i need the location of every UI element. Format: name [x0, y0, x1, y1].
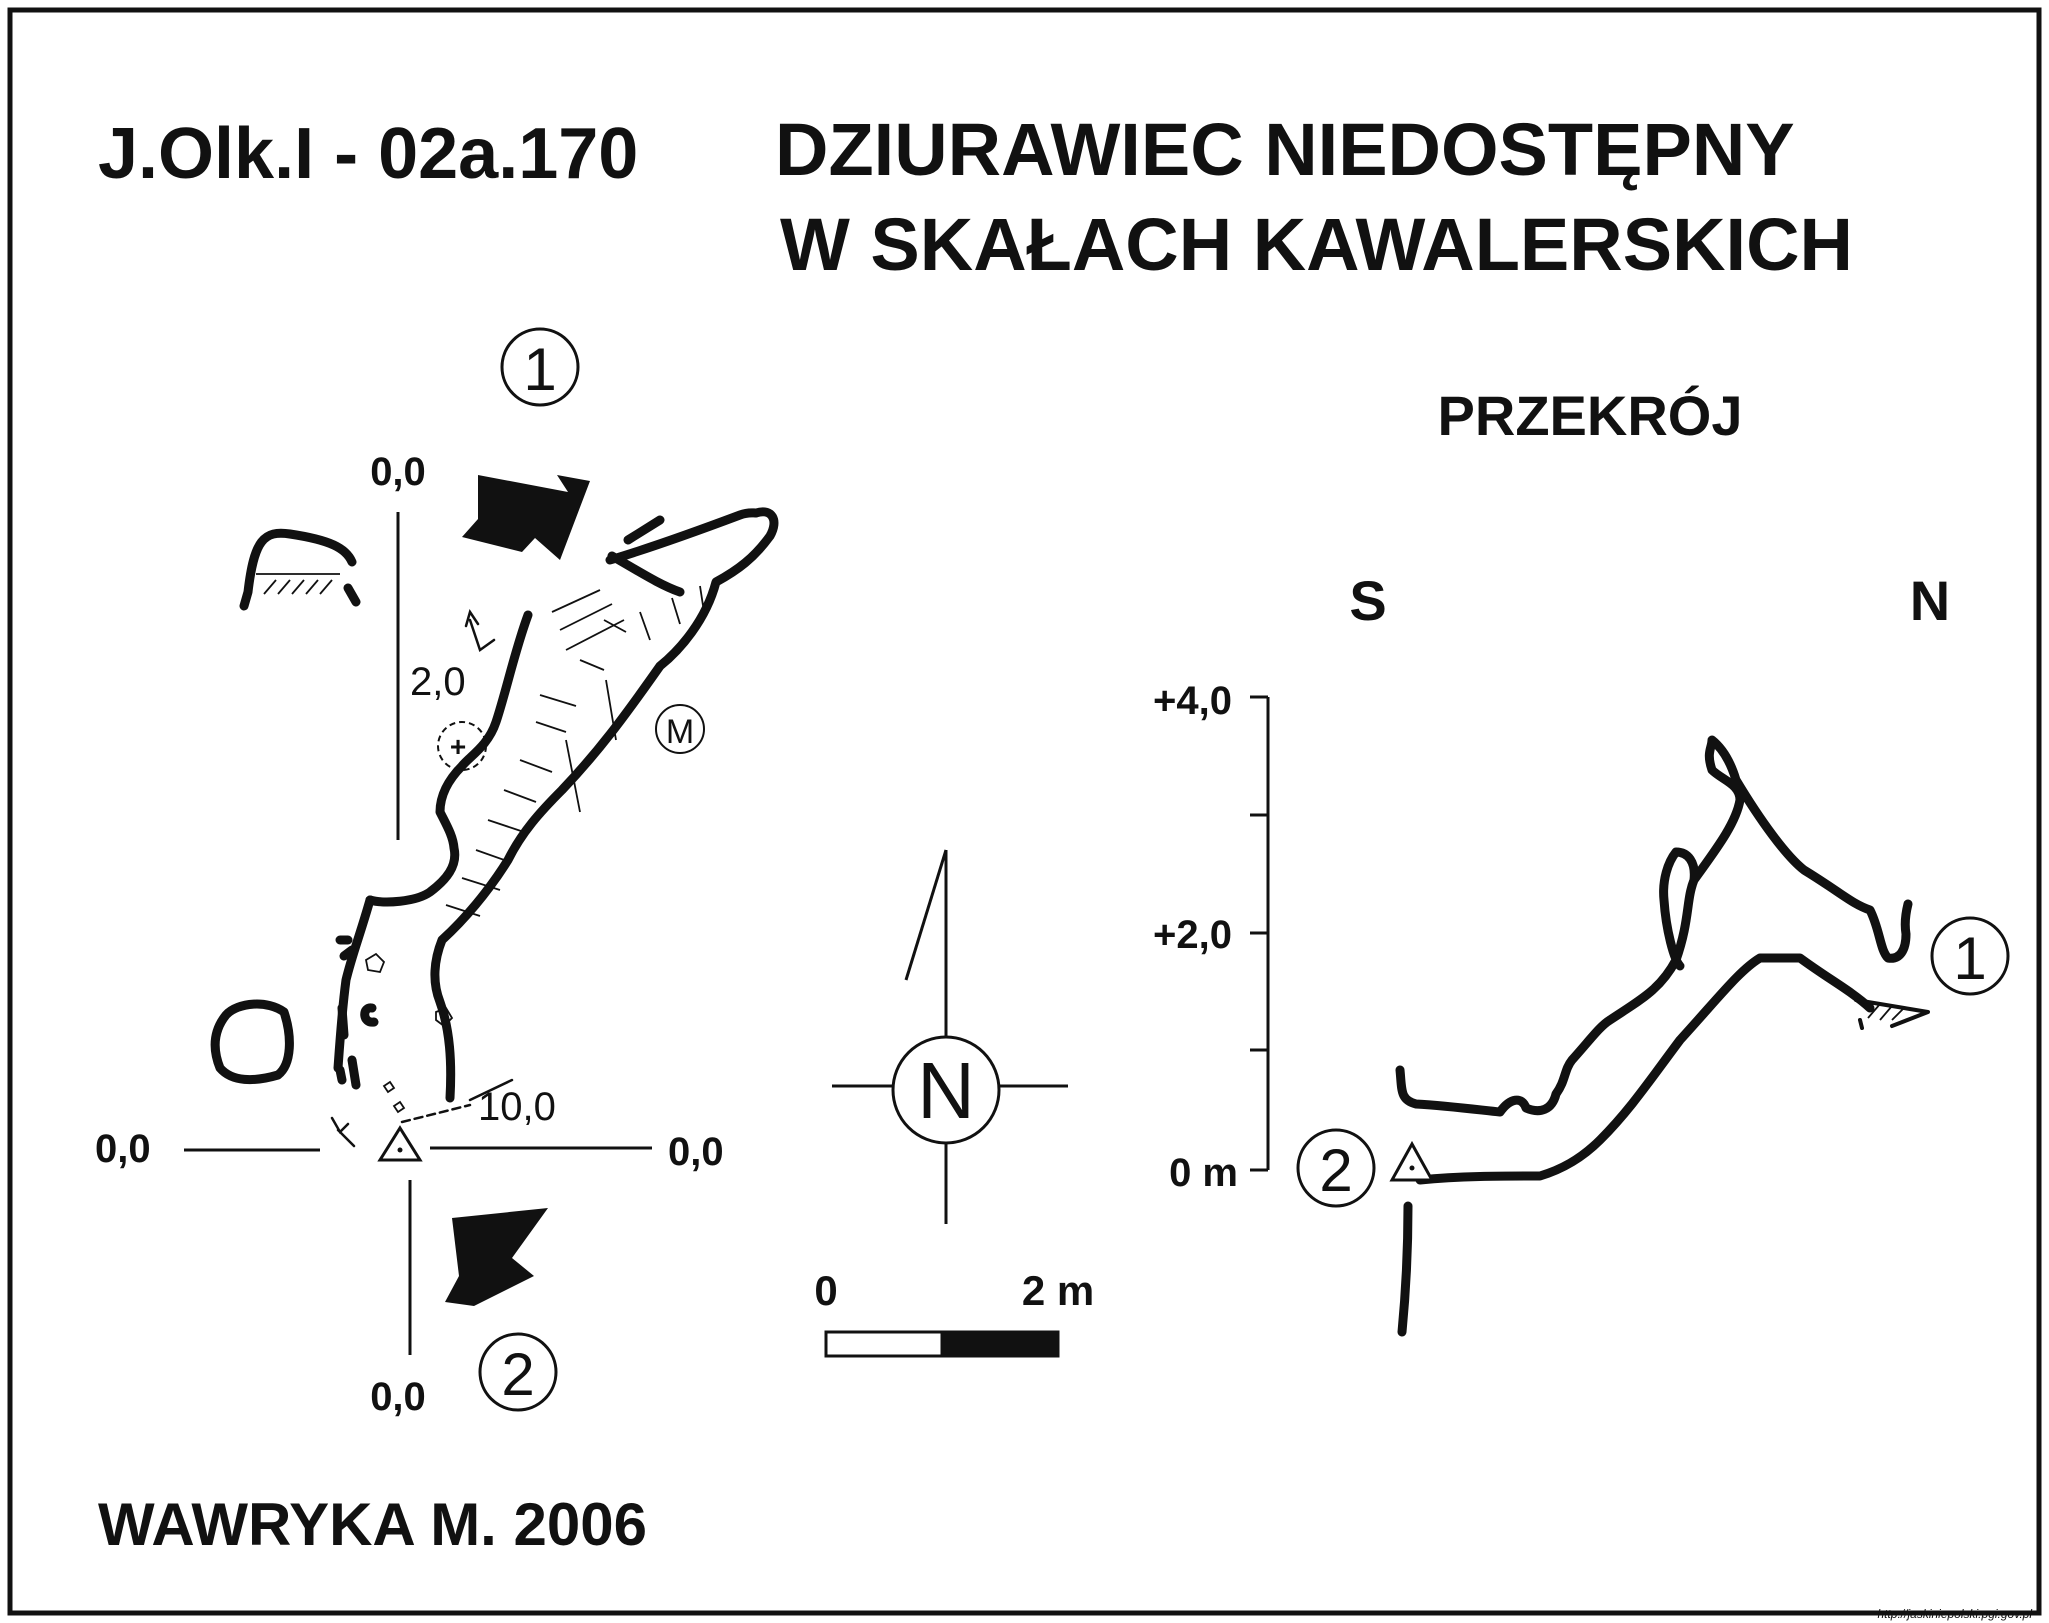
section-entrance-drop [1397, 1201, 1413, 1337]
cave-slope-hatching [445, 585, 705, 917]
scale-bar-end-label: 2 m [1022, 1267, 1094, 1314]
section-entrance-1-rock [1854, 998, 1930, 1030]
cave-plan-fragments [335, 935, 361, 1090]
north-arrow-circle [891, 1035, 1001, 1145]
sheet-border [7, 7, 2042, 1616]
rock-northwest-hatching [256, 573, 340, 595]
symbol-m-circle [655, 704, 705, 754]
entrance-2-number: 2 [501, 1341, 534, 1408]
symbol-m-letter: M [666, 713, 694, 751]
section-title: PRZEKRÓJ [1438, 384, 1743, 447]
cave-plan-outline-east [430, 507, 779, 1103]
height-label-4: +4,0 [1153, 679, 1232, 723]
section-direction-south: S [1349, 569, 1386, 632]
scale-bar-start-label: 0 [814, 1267, 837, 1314]
rock-outcrop-northwest [239, 528, 361, 611]
survey-station-plan-icon [377, 1125, 423, 1162]
cave-code: J.Olk.I - 02a.170 [98, 114, 638, 194]
entry-arrow-2-icon [445, 1208, 548, 1306]
source-watermark: http://jaskiniepolski.pgi.gov.pl [1877, 1607, 2032, 1621]
section-entrance-1-circle [1930, 916, 2010, 996]
height-label-0: 0 m [1169, 1151, 1238, 1195]
section-entrance-2-number: 2 [1319, 1137, 1352, 1204]
cave-plan-outline-south [333, 895, 375, 1073]
plan-view: 1 0,0 0,0 0,0 0,0 [95, 327, 779, 1419]
section-cave-ceiling [1395, 735, 1913, 1117]
scale-bar-black-segment [940, 1330, 1060, 1358]
cave-name-line2: W SKAŁACH KAWALERSKICH [780, 203, 1853, 286]
passage-tie-line [468, 1078, 514, 1102]
section-cave-floor [1415, 953, 1875, 1185]
section-direction-north: N [1910, 569, 1950, 632]
survey-station-section-icon [1389, 1140, 1435, 1182]
scale-bar-white-segment [824, 1330, 944, 1358]
cave-name-line1: DZIURAWIEC NIEDOSTĘPNY [775, 108, 1795, 191]
cave-plan-outline-west [365, 610, 533, 907]
boulder-loop [360, 1003, 379, 1027]
reference-label-bottom: 0,0 [370, 1375, 426, 1419]
measurement-2-0: 2,0 [410, 660, 466, 704]
rock-outcrop-west [210, 999, 294, 1085]
scale-bar: 0 2 m [814, 1267, 1094, 1358]
chimney-symbol [437, 721, 487, 771]
measurement-10-0: 10,0 [478, 1085, 556, 1129]
north-arrow-label: N [917, 1046, 975, 1135]
reference-label-right: 0,0 [668, 1130, 724, 1174]
north-arrow: N [832, 849, 1068, 1224]
chimney-plus: + [450, 731, 466, 762]
section-entrance-2-circle [1296, 1128, 1376, 1208]
section-view: PRZEKRÓJ S N +4,0 +2,0 0 m 1 2 [1153, 384, 2010, 1337]
reference-label-top: 0,0 [370, 450, 426, 494]
author-credit: WAWRYKA M. 2006 [98, 1491, 647, 1558]
section-entrance-1-number: 1 [1953, 925, 1986, 992]
reference-label-left: 0,0 [95, 1127, 151, 1171]
height-label-2: +2,0 [1153, 913, 1232, 957]
entrance-1-number: 1 [523, 336, 556, 403]
cave-plan-outline-north [605, 508, 761, 597]
entrance-2-circle [478, 1332, 558, 1412]
survey-station-plan-dot [397, 1147, 403, 1153]
survey-station-section-dot [1409, 1165, 1415, 1171]
entry-arrow-1-icon [462, 475, 590, 560]
entrance-1-circle [500, 327, 580, 407]
direction-pointer-upper [464, 609, 496, 653]
boulders [364, 952, 454, 1114]
direction-pointer-lower [330, 1116, 356, 1148]
passage-dashed-line [400, 1103, 472, 1124]
